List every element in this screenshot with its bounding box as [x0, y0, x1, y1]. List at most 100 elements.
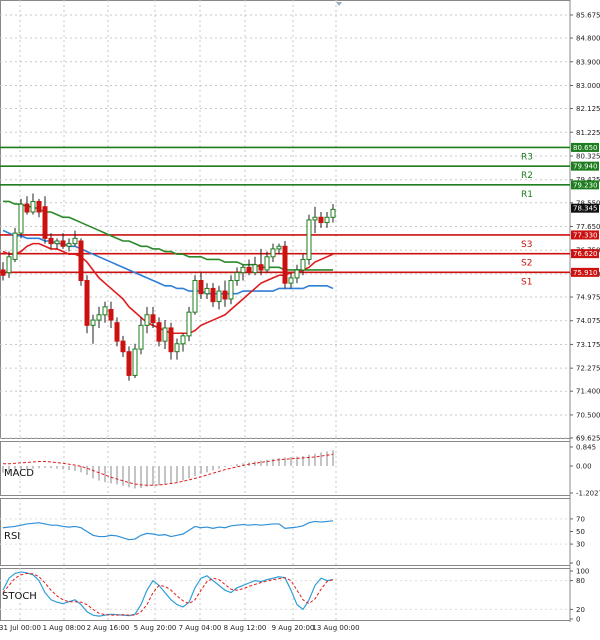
- current-price-box: [571, 203, 599, 213]
- price-tick-label: 84.800: [576, 35, 600, 43]
- candle-body: [276, 245, 282, 250]
- level-name-label: R3: [521, 152, 533, 162]
- candle-body: [324, 216, 330, 224]
- candle-body: [48, 237, 54, 245]
- ma-red-line: [2, 242, 334, 335]
- candle-body: [36, 200, 42, 213]
- scroll-marker-icon: [336, 2, 342, 6]
- candle-body: [216, 290, 222, 303]
- x-tick-label: 31 Jul 00:00: [0, 624, 41, 632]
- price-tick-label: 81.225: [576, 129, 600, 137]
- level-name-label: S1: [521, 277, 532, 287]
- stoch-tick-label: 20: [576, 606, 585, 614]
- candle-body: [66, 243, 72, 247]
- price-tick-label: 80.325: [576, 153, 600, 161]
- rsi-tick-label: 0: [576, 560, 580, 568]
- level-price-box: [571, 180, 599, 190]
- x-tick-label: 2 Aug 16:00: [87, 624, 130, 632]
- candle-body: [264, 256, 270, 271]
- candle-body: [222, 290, 228, 300]
- stoch-tick-label: 0: [576, 616, 580, 624]
- candle-body: [18, 203, 24, 234]
- price-tick-label: 85.675: [576, 12, 600, 20]
- rsi-tick-label: 30: [576, 541, 585, 549]
- candle-body: [210, 287, 216, 303]
- macd-tick-label: 0.845: [576, 444, 596, 452]
- level-price-label: 77.330: [573, 231, 598, 239]
- candle-body: [120, 340, 126, 353]
- macd-tick-label: 0.00: [576, 462, 592, 470]
- stoch-label: STOCH: [2, 591, 37, 602]
- rsi-tick-label: 50: [576, 528, 585, 536]
- candle-body: [102, 306, 108, 316]
- candle-body: [318, 216, 324, 224]
- level-price-label: 79.940: [573, 163, 598, 171]
- candle-body: [270, 248, 276, 258]
- rsi-label: RSI: [4, 531, 20, 542]
- macd-panel-frame: [0, 441, 571, 496]
- level-price-label: 80.650: [573, 144, 598, 152]
- level-price-label: 76.620: [573, 250, 598, 258]
- candle-body: [240, 266, 246, 274]
- candle-body: [258, 264, 264, 271]
- x-tick-label: 9 Aug 20:00: [272, 624, 315, 632]
- candle-body: [300, 258, 306, 271]
- candle-body: [156, 322, 162, 342]
- level-price-box: [571, 161, 599, 171]
- candle-body: [180, 335, 186, 345]
- candle-body: [144, 314, 150, 326]
- x-tick-label: 7 Aug 04:00: [179, 624, 222, 632]
- stoch-tick-label: 80: [576, 577, 585, 585]
- stoch-d-line: [2, 572, 334, 616]
- candle-body: [192, 280, 198, 313]
- level-price-label: 79.230: [573, 181, 598, 189]
- candle-body: [6, 256, 12, 274]
- stoch-tick-label: 100: [576, 568, 589, 576]
- stoch-panel-frame: [0, 568, 571, 621]
- level-price-box: [571, 249, 599, 259]
- price-tick-label: 82.125: [576, 105, 600, 113]
- price-tick-label: 72.275: [576, 365, 600, 373]
- candle-body: [132, 348, 138, 376]
- candle-body: [252, 264, 258, 274]
- candle-body: [204, 287, 210, 295]
- level-price-box: [571, 267, 599, 277]
- price-tick-label: 69.625: [576, 435, 600, 443]
- candle-body: [72, 237, 78, 245]
- level-price-label: 75.910: [573, 269, 598, 277]
- price-tick-label: 83.000: [576, 82, 600, 90]
- candle-body: [234, 272, 240, 282]
- candle-body: [168, 327, 174, 353]
- price-tick-label: 74.975: [576, 294, 600, 302]
- candle-body: [162, 327, 168, 342]
- level-name-label: S2: [521, 259, 532, 269]
- level-price-box: [571, 142, 599, 152]
- candle-body: [126, 351, 132, 376]
- rsi-panel-frame: [0, 498, 571, 566]
- level-price-box: [571, 230, 599, 240]
- candle-body: [174, 343, 180, 353]
- macd-tick-label: -1.2027: [576, 490, 600, 498]
- x-tick-label: 1 Aug 08:00: [43, 624, 86, 632]
- level-name-label: R1: [521, 190, 533, 200]
- candle-body: [228, 280, 234, 300]
- candle-body: [186, 311, 192, 337]
- price-tick-label: 83.900: [576, 58, 600, 66]
- rsi-line: [2, 520, 334, 541]
- candle-body: [0, 269, 6, 276]
- candle-body: [306, 219, 312, 260]
- candle-body: [114, 322, 120, 342]
- price-tick-label: 71.400: [576, 388, 600, 396]
- rsi-tick-label: 70: [576, 515, 585, 523]
- price-tick-label: 74.075: [576, 317, 600, 325]
- candle-body: [198, 280, 204, 295]
- candle-body: [246, 266, 252, 274]
- candle-body: [330, 208, 336, 218]
- candle-body: [60, 240, 66, 247]
- x-tick-label: 13 Aug 00:00: [312, 624, 359, 632]
- candle-body: [138, 324, 144, 350]
- candle-body: [54, 240, 60, 245]
- price-tick-label: 79.425: [576, 176, 600, 184]
